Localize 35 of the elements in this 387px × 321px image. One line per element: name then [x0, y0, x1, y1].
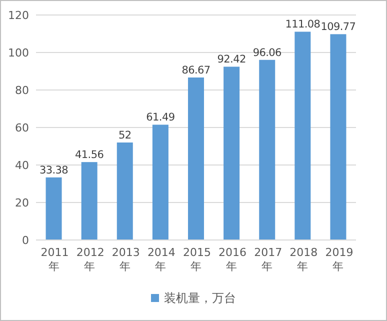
x-tick-label: 2011年 — [40, 246, 69, 274]
y-tick-label: 120 — [8, 9, 29, 22]
data-label: 96.06 — [252, 46, 282, 59]
y-tick-label: 20 — [15, 196, 29, 210]
bar — [116, 142, 133, 240]
data-label: 52 — [118, 130, 132, 142]
data-label: 33.38 — [39, 164, 68, 176]
bar — [224, 66, 240, 240]
y-tick-label: 60 — [15, 122, 29, 134]
x-tick-label: 2012年 — [76, 246, 104, 274]
y-tick-label: 0 — [22, 234, 29, 247]
data-label: 86.67 — [182, 64, 210, 76]
y-tick-label: 40 — [15, 159, 29, 172]
bar — [46, 177, 62, 240]
y-tick-label: 100 — [8, 46, 29, 60]
bar — [81, 162, 98, 240]
x-tick-label: 2018年 — [290, 246, 318, 274]
x-tick-label: 2019年 — [325, 246, 354, 274]
bar — [152, 124, 168, 240]
data-label: 41.56 — [75, 149, 104, 162]
x-tick-label: 2015年 — [183, 246, 211, 274]
x-tick-label: 2016年 — [218, 246, 247, 274]
data-label: 109.77 — [320, 21, 356, 34]
x-tick-label: 2013年 — [112, 246, 140, 274]
legend-label: 装机量，万台 — [164, 291, 236, 305]
bar — [259, 60, 276, 240]
bar — [330, 34, 346, 240]
x-tick-label: 2017年 — [254, 246, 282, 274]
bar — [188, 77, 204, 240]
x-tick-label: 2014年 — [147, 246, 176, 274]
data-label: 92.42 — [217, 54, 246, 66]
bar — [294, 32, 311, 240]
y-tick-label: 80 — [15, 84, 29, 97]
data-label: 61.49 — [146, 112, 175, 124]
data-label: 111.08 — [285, 18, 320, 31]
